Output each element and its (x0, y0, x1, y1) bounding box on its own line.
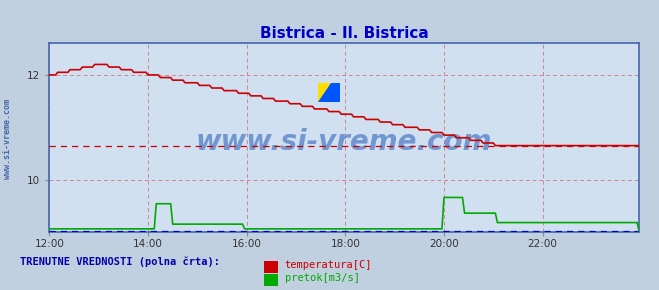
Text: www.si-vreme.com: www.si-vreme.com (196, 128, 492, 155)
Text: pretok[m3/s]: pretok[m3/s] (285, 273, 360, 283)
Text: temperatura[C]: temperatura[C] (285, 260, 372, 270)
Polygon shape (318, 83, 331, 102)
Text: TRENUTNE VREDNOSTI (polna črta):: TRENUTNE VREDNOSTI (polna črta): (20, 257, 219, 267)
FancyBboxPatch shape (318, 83, 331, 102)
Text: www.si-vreme.com: www.si-vreme.com (3, 99, 13, 179)
Title: Bistrica - Il. Bistrica: Bistrica - Il. Bistrica (260, 26, 429, 41)
FancyBboxPatch shape (331, 83, 340, 102)
